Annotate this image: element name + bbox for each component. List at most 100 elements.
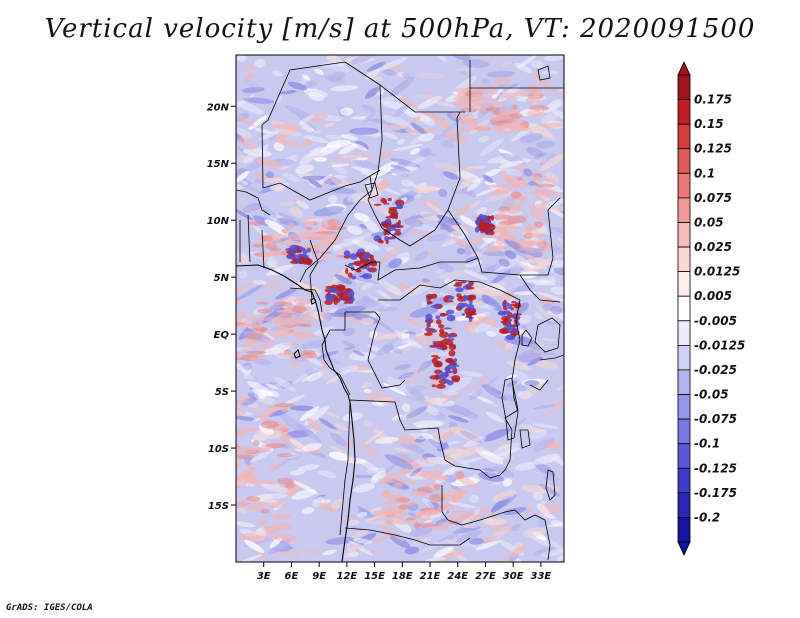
field-patch — [443, 327, 452, 330]
colorbar-swatch — [677, 172, 691, 199]
field-patch — [274, 319, 295, 327]
field-patch — [364, 86, 380, 99]
field-patch — [346, 519, 360, 526]
field-patch — [511, 104, 518, 110]
field-patch — [273, 123, 297, 130]
border-line — [489, 429, 513, 479]
field-patch — [497, 310, 508, 316]
field-patch — [538, 218, 552, 222]
field-patch — [331, 163, 350, 168]
field-patch — [334, 174, 348, 179]
field-patch — [443, 300, 454, 303]
field-patch — [482, 235, 502, 239]
field-patch — [468, 388, 483, 401]
field-patch — [323, 312, 333, 321]
field-patch — [406, 519, 418, 524]
field-patch — [455, 281, 463, 286]
field-patch — [329, 445, 357, 461]
field-patch — [284, 482, 295, 489]
field-patch — [551, 259, 564, 267]
border-line — [519, 274, 561, 303]
field-patch — [462, 446, 486, 455]
field-patch — [513, 291, 536, 295]
field-patch — [345, 295, 353, 299]
field-patch — [470, 121, 479, 129]
field-patch — [463, 248, 472, 256]
x-tick-label: 27E — [475, 571, 496, 582]
field-patch — [349, 276, 380, 284]
field-patch — [258, 407, 278, 419]
field-patch — [490, 496, 510, 513]
field-patch — [445, 358, 453, 363]
field-patch — [390, 76, 415, 97]
field-patch — [255, 301, 269, 305]
field-patch — [243, 374, 255, 381]
field-patch — [252, 440, 260, 447]
border-line — [247, 214, 251, 263]
x-tick-label: 21E — [420, 571, 441, 582]
field-patch — [462, 165, 487, 171]
field-patch — [508, 327, 518, 333]
field-patch — [426, 322, 431, 328]
field-patch — [510, 112, 523, 119]
field-patch — [529, 189, 545, 195]
field-patch — [420, 470, 430, 479]
border-line — [344, 261, 380, 271]
field-patch — [250, 327, 269, 332]
border-line — [299, 175, 373, 283]
field-patch — [376, 289, 393, 301]
field-patch — [273, 301, 294, 307]
field-patch — [539, 153, 556, 167]
field-patch — [425, 557, 446, 562]
field-patch — [288, 359, 301, 367]
field-patch — [437, 533, 458, 545]
field-patch — [382, 490, 391, 496]
field-patch — [425, 327, 431, 332]
field-patch — [257, 339, 275, 344]
field-patch — [236, 499, 249, 507]
field-patch — [549, 209, 564, 222]
field-patch — [485, 245, 500, 254]
field-patch — [293, 297, 312, 306]
map-axes: 3E 6E 9E 12E 15E 18E 21E 24E 27E 30E 33E 20N 15N 10N 5… — [207, 102, 552, 582]
field-patch — [475, 540, 500, 551]
field-patch — [353, 537, 373, 544]
field-patch — [369, 254, 374, 261]
field-patch — [491, 442, 520, 457]
field-patch — [295, 254, 303, 258]
field-patch — [390, 164, 411, 173]
field-patch — [498, 84, 513, 91]
field-patch — [253, 359, 272, 365]
colorbar-swatch — [677, 222, 691, 248]
field-patch — [529, 429, 547, 440]
field-patch — [442, 119, 461, 134]
field-patch — [479, 214, 488, 221]
colorbar-label: 0.0125 — [694, 265, 740, 279]
field-patch — [520, 262, 548, 274]
colorbar-label: 0.1 — [694, 166, 715, 180]
field-patch — [415, 511, 424, 517]
field-patch — [329, 432, 348, 447]
field-patch — [383, 131, 399, 140]
lake-outline — [519, 429, 531, 449]
field-patch — [365, 467, 387, 474]
field-patch — [482, 467, 497, 472]
field-patch — [289, 405, 315, 411]
field-patch — [517, 55, 538, 69]
field-patch — [509, 170, 526, 178]
field-patch — [265, 443, 286, 449]
y-tick-label: 15S — [208, 501, 229, 512]
field-patch — [502, 479, 513, 487]
field-patch — [274, 237, 282, 244]
field-patch — [326, 139, 352, 148]
field-patch — [358, 197, 377, 205]
field-patch — [287, 222, 296, 230]
colorbar-label: -0.2 — [694, 510, 720, 524]
field-patch — [378, 150, 394, 159]
field-patch — [236, 476, 245, 482]
field-patch — [538, 484, 548, 494]
field-patch — [464, 259, 483, 268]
field-patch — [429, 375, 439, 380]
field-patch — [448, 376, 473, 392]
field-patch — [374, 436, 399, 444]
